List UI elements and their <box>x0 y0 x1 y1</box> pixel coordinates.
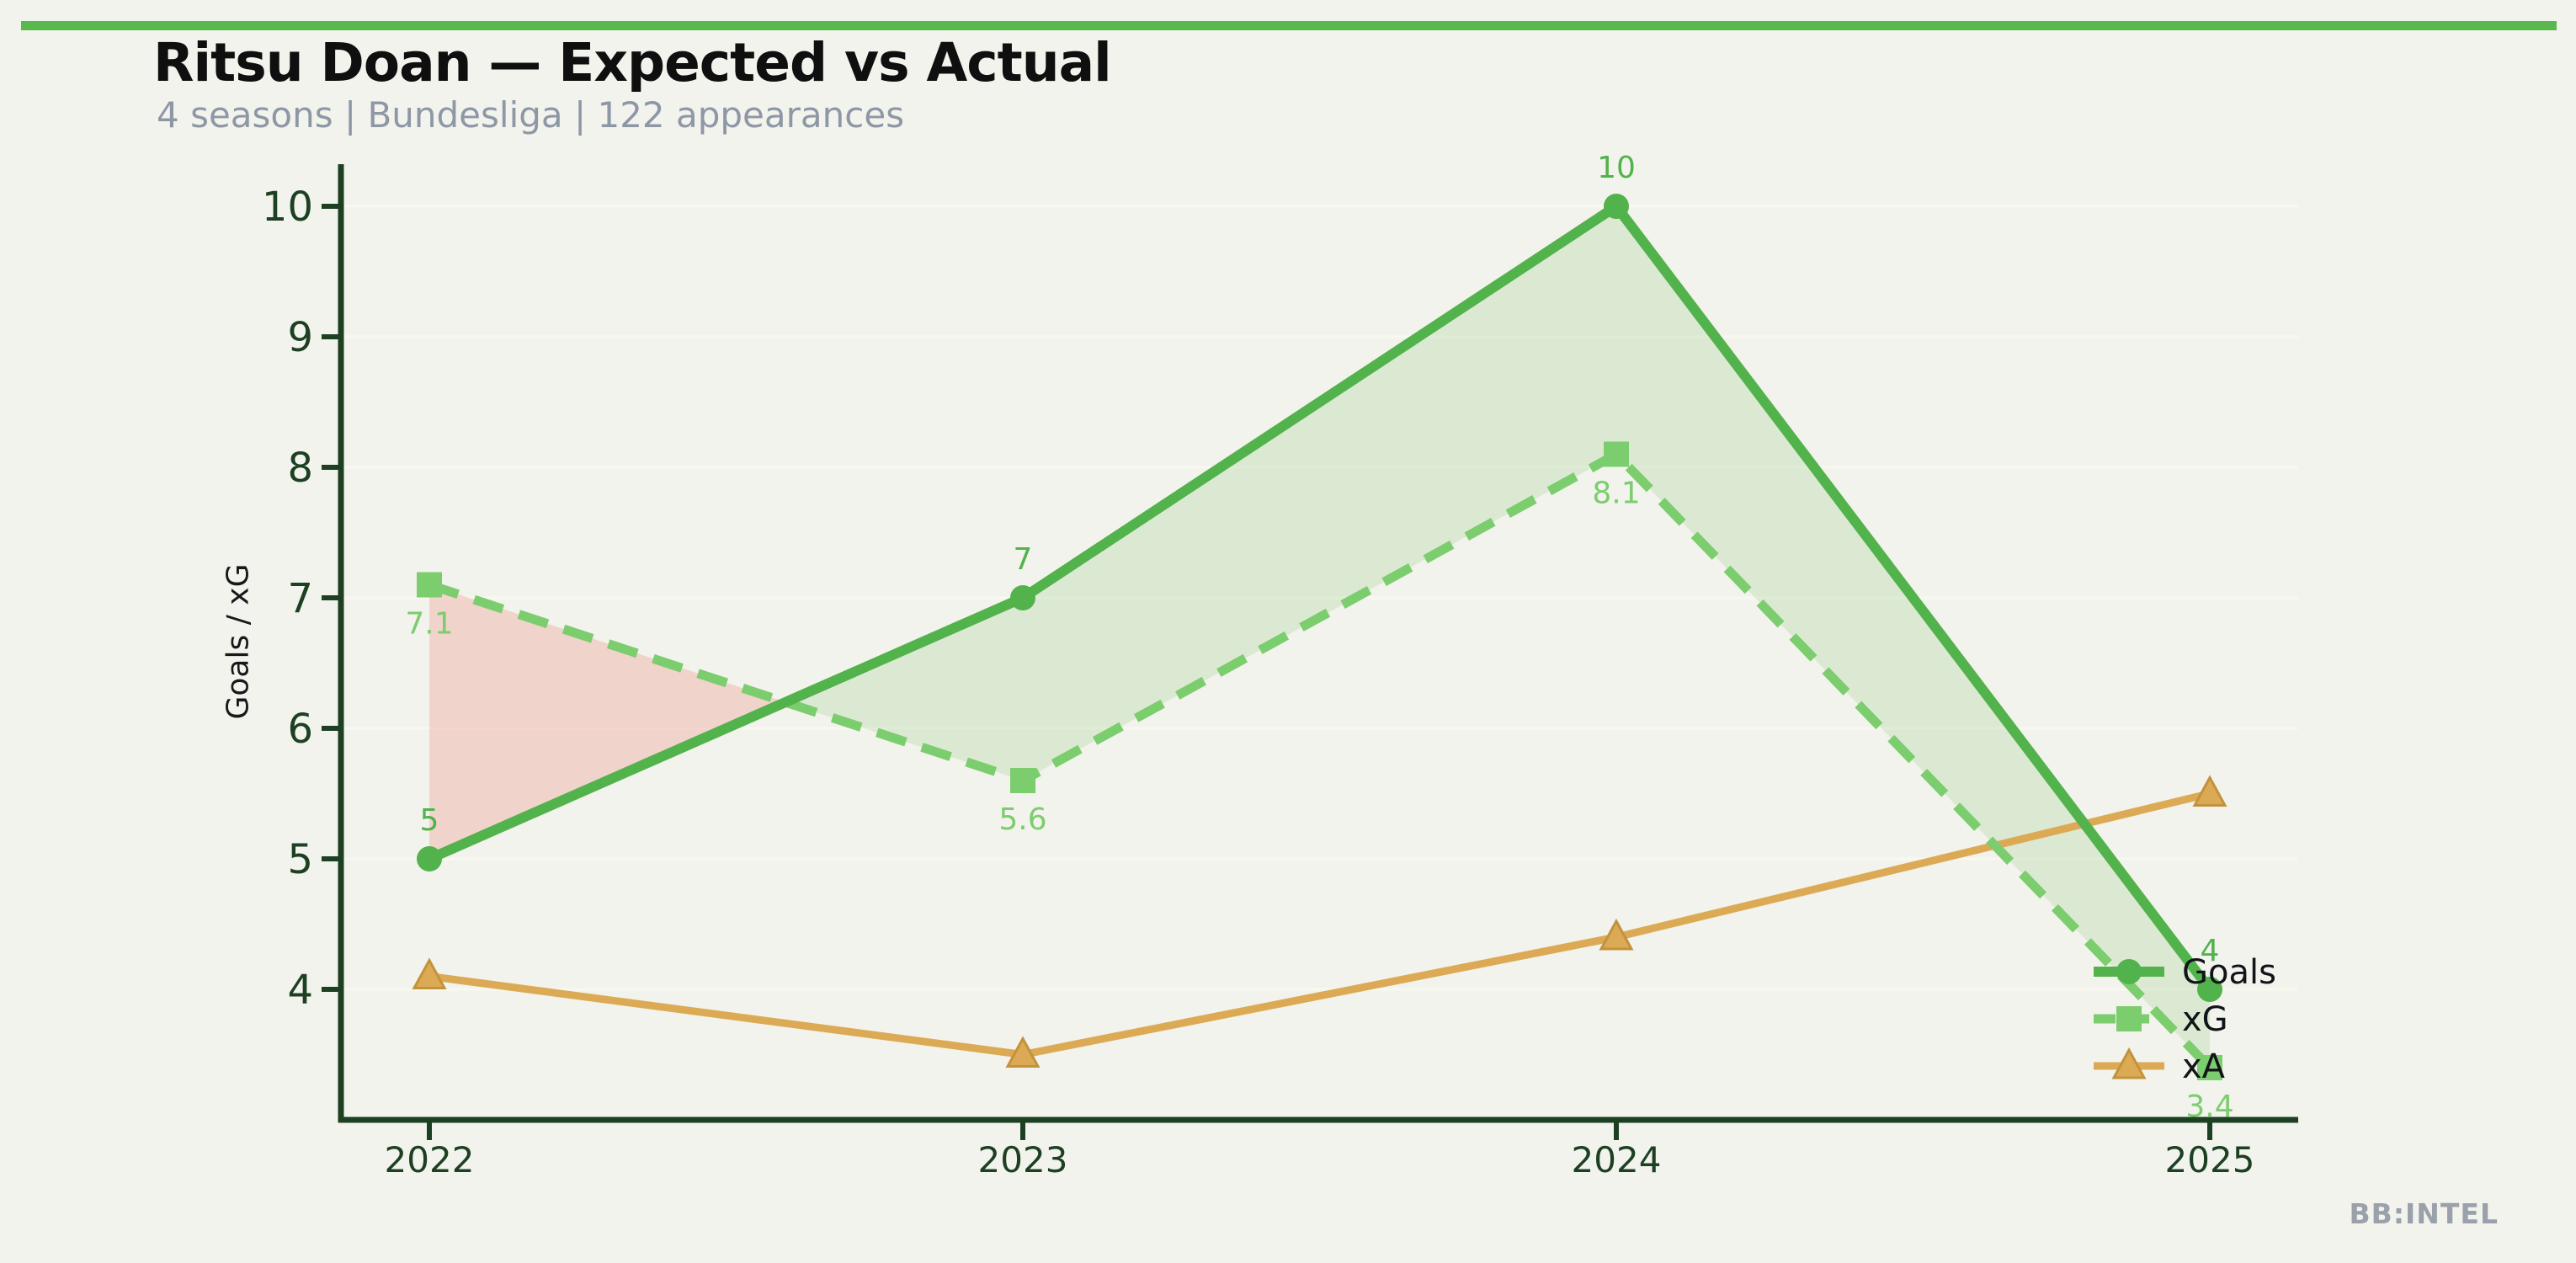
fill-underperformance <box>429 584 785 859</box>
accent-bar <box>21 21 2557 30</box>
xg-line <box>428 450 2213 1071</box>
x-tick-label-2025: 2025 <box>2165 1139 2255 1180</box>
y-tick-label-4: 4 <box>287 967 313 1014</box>
xg-marker-2023 <box>1010 768 1035 793</box>
goals-value-label-2024: 10 <box>1597 151 1636 185</box>
y-tick-label-7: 7 <box>287 575 313 622</box>
y-tick-label-8: 8 <box>287 445 313 492</box>
goals-line <box>424 201 2215 994</box>
legend-square-icon <box>2116 1006 2142 1031</box>
x-tick-label-2023: 2023 <box>978 1139 1068 1180</box>
x-tick-label-2022: 2022 <box>385 1139 475 1180</box>
legend-label-xa: xA <box>2182 1047 2226 1086</box>
goals-marker-2024 <box>1604 194 1629 219</box>
watermark-logo: BB:INTEL <box>2349 1197 2499 1230</box>
page-title: Ritsu Doan — Expected vs Actual <box>153 32 1112 93</box>
y-tick-label-5: 5 <box>287 836 313 883</box>
goals-marker-2022 <box>417 846 442 871</box>
xa-marker-2022 <box>412 957 447 989</box>
legend-label-xg: xG <box>2182 1000 2228 1039</box>
xg-value-label-2025: 3.4 <box>2185 1090 2233 1124</box>
page-subtitle: 4 seasons | Bundesliga | 122 appearances <box>157 94 905 136</box>
xg-value-label-2022: 7.1 <box>405 607 453 642</box>
xa-marker-2023 <box>1005 1036 1041 1068</box>
goals-marker-2023 <box>1010 585 1035 610</box>
xg-value-label-2023: 5.6 <box>998 802 1046 837</box>
xg-value-label-2024: 8.1 <box>1592 477 1640 511</box>
xg-marker-2025 <box>2197 1055 2222 1080</box>
y-tick-label-10: 10 <box>262 184 313 231</box>
xa-marker-2025 <box>2192 775 2227 807</box>
xg-marker-2024 <box>1604 441 1629 467</box>
goals-value-label-2025: 4 <box>2201 934 2220 968</box>
goals-value-label-2023: 7 <box>1014 542 1033 577</box>
x-tick-label-2024: 2024 <box>1572 1139 1662 1180</box>
goals-marker-2025 <box>2197 977 2222 1002</box>
legend-triangle-icon <box>2111 1047 2147 1079</box>
xa-marker-2024 <box>1599 918 1634 951</box>
y-tick-label-6: 6 <box>287 706 313 753</box>
xg-marker-2022 <box>417 572 442 598</box>
fill-overperformance <box>1023 206 1616 781</box>
legend-label-goals: Goals <box>2182 953 2276 992</box>
y-tick-label-9: 9 <box>287 314 313 361</box>
fill-overperformance <box>785 598 1023 781</box>
goals-value-label-2022: 5 <box>420 803 439 838</box>
fill-overperformance <box>1616 206 2210 1068</box>
xa-line <box>425 790 2214 1058</box>
legend-circle-icon <box>2116 959 2142 984</box>
